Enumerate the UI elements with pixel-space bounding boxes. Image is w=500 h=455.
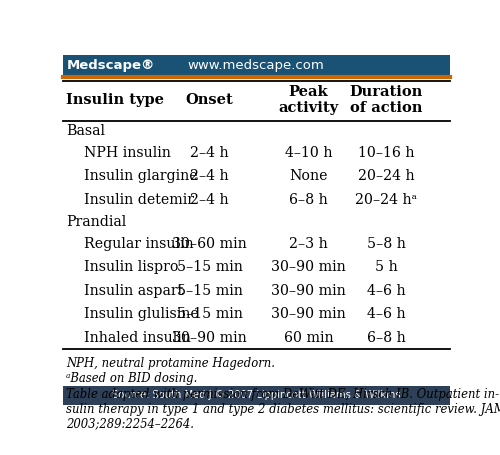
Text: Insulin detemir: Insulin detemir bbox=[84, 193, 194, 207]
Text: 4–6 h: 4–6 h bbox=[367, 307, 406, 321]
Text: Insulin type: Insulin type bbox=[66, 93, 164, 107]
Text: 2–3 h: 2–3 h bbox=[289, 237, 328, 251]
Text: Prandial: Prandial bbox=[66, 215, 126, 229]
Text: Insulin aspart: Insulin aspart bbox=[84, 283, 183, 298]
Text: 20–24 hᵃ: 20–24 hᵃ bbox=[355, 193, 417, 207]
Text: Source: South Med J © 2007 Lippincott Williams & Wilkins: Source: South Med J © 2007 Lippincott Wi… bbox=[112, 390, 401, 400]
Text: www.medscape.com: www.medscape.com bbox=[188, 59, 324, 72]
Text: Onset: Onset bbox=[186, 93, 234, 107]
Text: 5–8 h: 5–8 h bbox=[366, 237, 406, 251]
Text: ᵃBased on BID dosing.: ᵃBased on BID dosing. bbox=[66, 372, 198, 385]
FancyBboxPatch shape bbox=[62, 55, 450, 77]
Text: Insulin glulisine: Insulin glulisine bbox=[84, 307, 198, 321]
Text: Inhaled insulin: Inhaled insulin bbox=[84, 330, 190, 344]
Text: Medscape®: Medscape® bbox=[67, 59, 156, 72]
Text: 6–8 h: 6–8 h bbox=[366, 330, 406, 344]
Text: 30–60 min: 30–60 min bbox=[172, 237, 247, 251]
Text: 5 h: 5 h bbox=[374, 260, 398, 274]
Text: 2–4 h: 2–4 h bbox=[190, 169, 229, 183]
Text: 20–24 h: 20–24 h bbox=[358, 169, 414, 183]
Text: NPH, neutral protamine Hagedorn.: NPH, neutral protamine Hagedorn. bbox=[66, 357, 276, 370]
Text: 2–4 h: 2–4 h bbox=[190, 146, 229, 160]
Text: 30–90 min: 30–90 min bbox=[172, 330, 247, 344]
Text: Regular insulin: Regular insulin bbox=[84, 237, 194, 251]
Text: 5–15 min: 5–15 min bbox=[177, 283, 242, 298]
Text: 6–8 h: 6–8 h bbox=[289, 193, 328, 207]
Text: NPH insulin: NPH insulin bbox=[84, 146, 170, 160]
Text: Duration
of action: Duration of action bbox=[350, 85, 422, 115]
Text: Peak
activity: Peak activity bbox=[278, 85, 338, 115]
Text: 4–10 h: 4–10 h bbox=[285, 146, 333, 160]
Text: Insulin lispro: Insulin lispro bbox=[84, 260, 178, 274]
FancyBboxPatch shape bbox=[62, 386, 450, 405]
Text: 5–15 min: 5–15 min bbox=[177, 260, 242, 274]
Text: 30–90 min: 30–90 min bbox=[271, 260, 346, 274]
Text: 10–16 h: 10–16 h bbox=[358, 146, 414, 160]
Text: 2–4 h: 2–4 h bbox=[190, 193, 229, 207]
Text: Insulin glargine: Insulin glargine bbox=[84, 169, 198, 183]
Text: Table adapted with permission from DeWitt DE, Hirsch IB. Outpatient in-
sulin th: Table adapted with permission from DeWit… bbox=[66, 388, 500, 431]
Text: 60 min: 60 min bbox=[284, 330, 334, 344]
Text: 4–6 h: 4–6 h bbox=[367, 283, 406, 298]
Text: None: None bbox=[290, 169, 328, 183]
Text: 30–90 min: 30–90 min bbox=[271, 307, 346, 321]
Text: Basal: Basal bbox=[66, 124, 106, 138]
Text: 30–90 min: 30–90 min bbox=[271, 283, 346, 298]
Text: 5–15 min: 5–15 min bbox=[177, 307, 242, 321]
